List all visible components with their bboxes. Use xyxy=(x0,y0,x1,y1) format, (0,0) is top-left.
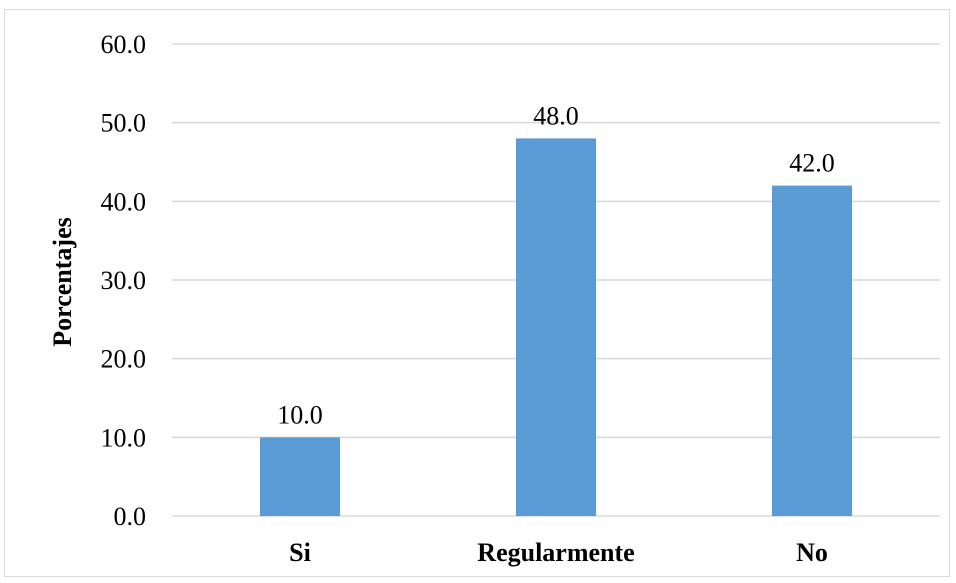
x-category-label-no: No xyxy=(796,538,828,567)
data-label-regularmente: 48.0 xyxy=(533,101,579,130)
y-axis-title: Porcentajes xyxy=(48,217,77,346)
bars xyxy=(260,138,852,516)
y-tick-label-2: 20.0 xyxy=(101,345,147,374)
x-category-label-regularmente: Regularmente xyxy=(477,538,634,567)
data-label-si: 10.0 xyxy=(277,400,323,429)
y-tick-label-4: 40.0 xyxy=(101,187,147,216)
y-tick-label-3: 30.0 xyxy=(101,266,147,295)
y-axis-tick-labels: 0.0 10.0 20.0 30.0 40.0 50.0 60.0 xyxy=(101,30,147,531)
bar-si xyxy=(260,437,340,516)
x-axis-category-labels: Si Regularmente No xyxy=(289,538,828,567)
bar-no xyxy=(772,185,852,516)
bar-regularmente xyxy=(516,138,596,516)
y-tick-label-0: 0.0 xyxy=(114,502,147,531)
data-labels: 10.0 48.0 42.0 xyxy=(277,101,835,429)
y-tick-label-1: 10.0 xyxy=(101,423,147,452)
y-tick-label-6: 60.0 xyxy=(101,30,147,59)
data-label-no: 42.0 xyxy=(789,149,835,178)
y-tick-label-5: 50.0 xyxy=(101,109,147,138)
x-category-label-si: Si xyxy=(289,538,311,567)
